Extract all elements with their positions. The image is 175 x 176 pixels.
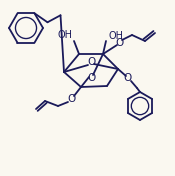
Text: OH: OH [108,31,124,41]
Text: O: O [87,57,95,67]
Text: OH: OH [58,30,73,40]
Text: O: O [67,94,75,104]
Text: O: O [115,38,123,48]
Text: O: O [124,73,132,83]
Text: O: O [88,73,96,83]
